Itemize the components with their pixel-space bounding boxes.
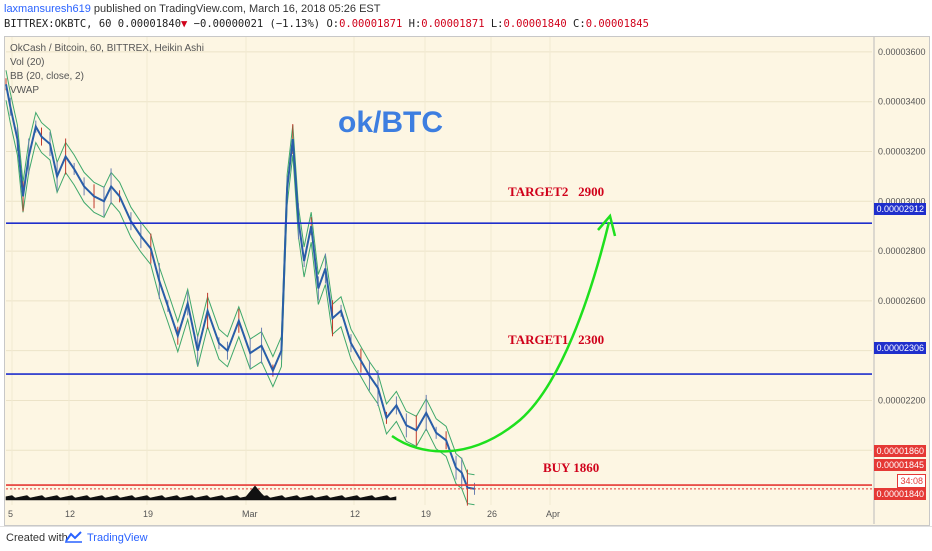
bollinger-upper (5, 70, 475, 476)
x-tick-label: 19 (421, 509, 431, 519)
y-tick-label: 0.00002800 (878, 246, 926, 256)
y-tick-label: 0.00003600 (878, 47, 926, 57)
footer: Created with TradingView (0, 526, 932, 551)
volume-bars (5, 485, 397, 501)
y-tick-label: 0.00002200 (878, 395, 926, 405)
indicator-main[interactable]: OkCash / Bitcoin, 60, BITTREX, Heikin As… (10, 43, 204, 54)
y-tick-label: 0.00003000 (878, 196, 926, 206)
created-with-text: Created with (6, 532, 68, 544)
low-label: L: (490, 18, 504, 30)
target1-label: TARGET1 2300 (508, 332, 604, 347)
last-price-label: 0.00001840 (874, 488, 926, 500)
target2-label: TARGET2 2900 (508, 184, 604, 199)
author-link[interactable]: laxmansuresh619 (4, 3, 91, 15)
bollinger-lower (5, 100, 475, 506)
bar-countdown: 34:08 (897, 474, 926, 488)
tradingview-logo-icon (64, 530, 84, 547)
projection-arrow (391, 221, 611, 453)
grid (6, 37, 875, 524)
chart-svg[interactable]: 0.00003600 0.00003400 0.00003200 0.00003000… (0, 0, 932, 526)
y-tick-label: 0.00003200 (878, 147, 926, 157)
close-value: 0.00001845 (585, 18, 649, 30)
publish-date: published on TradingView.com, March 16, … (93, 3, 381, 15)
target1-price-label: 0.00002306 (874, 342, 926, 354)
open-label: O: (326, 18, 340, 30)
close-price-label: 0.00001845 (874, 459, 926, 471)
level-lines (6, 222, 872, 490)
x-tick-label: Apr (546, 509, 560, 519)
target2-price-label: 0.00002912 (874, 203, 926, 215)
volume-series (5, 485, 397, 501)
high-value: 0.00001871 (421, 18, 485, 30)
low-value: 0.00001840 (503, 18, 567, 30)
y-tick-label: 0.00002600 (878, 296, 926, 306)
buy-label: BUY 1860 (543, 460, 599, 475)
symbol: BITTREX:OKBTC, 60 (4, 18, 112, 30)
indicator-vwap[interactable]: VWAP (10, 85, 40, 96)
close-label: C: (573, 18, 586, 30)
x-tick-label: 19 (143, 509, 153, 519)
x-tick-label: 12 (65, 509, 75, 519)
x-tick-label: Mar (242, 509, 258, 519)
x-tick-label: 26 (487, 509, 497, 519)
price-series (5, 70, 475, 506)
open-value: 0.00001871 (339, 18, 403, 30)
buy-price-label: 0.00001860 (874, 445, 926, 457)
arrow-head-icon (597, 213, 617, 237)
price-line (5, 84, 475, 490)
down-arrow-icon: ▼ (181, 18, 188, 30)
indicator-vol[interactable]: Vol (20) (10, 57, 45, 68)
indicator-bb[interactable]: BB (20, close, 2) (10, 71, 84, 82)
price-change: −0.00000021 (−1.13%) (193, 18, 321, 30)
tradingview-link[interactable]: TradingView (87, 532, 148, 544)
x-tick-label: 5 (8, 509, 13, 519)
x-tick-label: 12 (350, 509, 360, 519)
ohlc-bar: BITTREX:OKBTC, 60 0.00001840▼ −0.0000002… (4, 18, 649, 30)
high-label: H: (408, 18, 422, 30)
last-price: 0.00001840 (117, 18, 182, 30)
publish-info: laxmansuresh619 published on TradingView… (4, 3, 381, 15)
y-tick-label: 0.00003400 (878, 97, 926, 107)
chart-annotation-title: ok/BTC (338, 106, 443, 139)
